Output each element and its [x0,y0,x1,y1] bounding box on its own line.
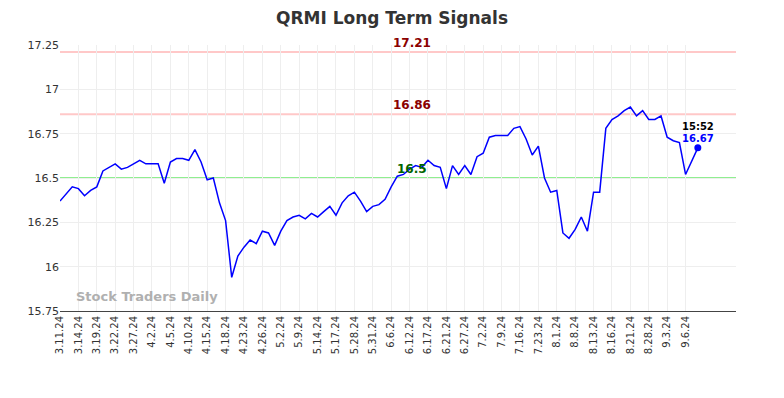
svg-text:QRMI Long Term Signals: QRMI Long Term Signals [276,8,508,28]
svg-text:5.17.24: 5.17.24 [330,316,341,354]
svg-text:6.12.24: 6.12.24 [404,316,415,354]
svg-text:3.19.24: 3.19.24 [91,316,102,354]
svg-text:17: 17 [45,83,59,96]
svg-text:5.2.24: 5.2.24 [275,316,286,348]
svg-text:4.15.24: 4.15.24 [201,316,212,354]
svg-text:16.5: 16.5 [397,162,427,176]
svg-text:6.21.24: 6.21.24 [441,316,452,354]
svg-text:16.67: 16.67 [682,133,714,144]
svg-text:8.16.24: 8.16.24 [606,316,617,354]
svg-text:15:52: 15:52 [682,121,714,132]
svg-text:7.23.24: 7.23.24 [533,316,544,354]
svg-text:16.86: 16.86 [393,98,431,112]
svg-text:16.75: 16.75 [28,128,60,141]
svg-text:15.75: 15.75 [28,305,60,318]
svg-text:8.8.24: 8.8.24 [569,316,580,348]
svg-text:8.13.24: 8.13.24 [588,316,599,354]
svg-text:5.14.24: 5.14.24 [312,316,323,354]
svg-text:6.27.24: 6.27.24 [459,316,470,354]
svg-text:4.10.24: 4.10.24 [183,316,194,354]
svg-text:17.21: 17.21 [393,36,431,50]
svg-text:8.21.24: 8.21.24 [625,316,636,354]
svg-text:Stock Traders Daily: Stock Traders Daily [76,289,218,304]
svg-text:5.28.24: 5.28.24 [349,316,360,354]
svg-text:16.25: 16.25 [28,216,60,229]
svg-text:3.27.24: 3.27.24 [128,316,139,354]
svg-text:6.6.24: 6.6.24 [385,316,396,348]
svg-text:7.2.24: 7.2.24 [477,316,488,348]
svg-text:5.9.24: 5.9.24 [293,316,304,348]
svg-text:17.25: 17.25 [28,39,60,52]
svg-text:3.14.24: 3.14.24 [73,316,84,354]
svg-text:16.5: 16.5 [35,172,60,185]
svg-text:5.31.24: 5.31.24 [367,316,378,354]
svg-text:3.22.24: 3.22.24 [109,316,120,354]
svg-text:4.18.24: 4.18.24 [220,316,231,354]
svg-text:4.2.24: 4.2.24 [146,316,157,348]
svg-text:8.28.24: 8.28.24 [643,316,654,354]
svg-text:4.5.24: 4.5.24 [165,316,176,348]
svg-text:7.9.24: 7.9.24 [496,316,507,348]
svg-text:3.11.24: 3.11.24 [54,316,65,354]
svg-text:4.26.24: 4.26.24 [257,316,268,354]
svg-text:8.1.24: 8.1.24 [551,316,562,348]
svg-text:16: 16 [45,261,59,274]
svg-text:7.16.24: 7.16.24 [514,316,525,354]
svg-text:4.23.24: 4.23.24 [238,316,249,354]
svg-text:9.3.24: 9.3.24 [661,316,672,348]
svg-text:9.6.24: 9.6.24 [680,316,691,348]
svg-text:6.17.24: 6.17.24 [422,316,433,354]
